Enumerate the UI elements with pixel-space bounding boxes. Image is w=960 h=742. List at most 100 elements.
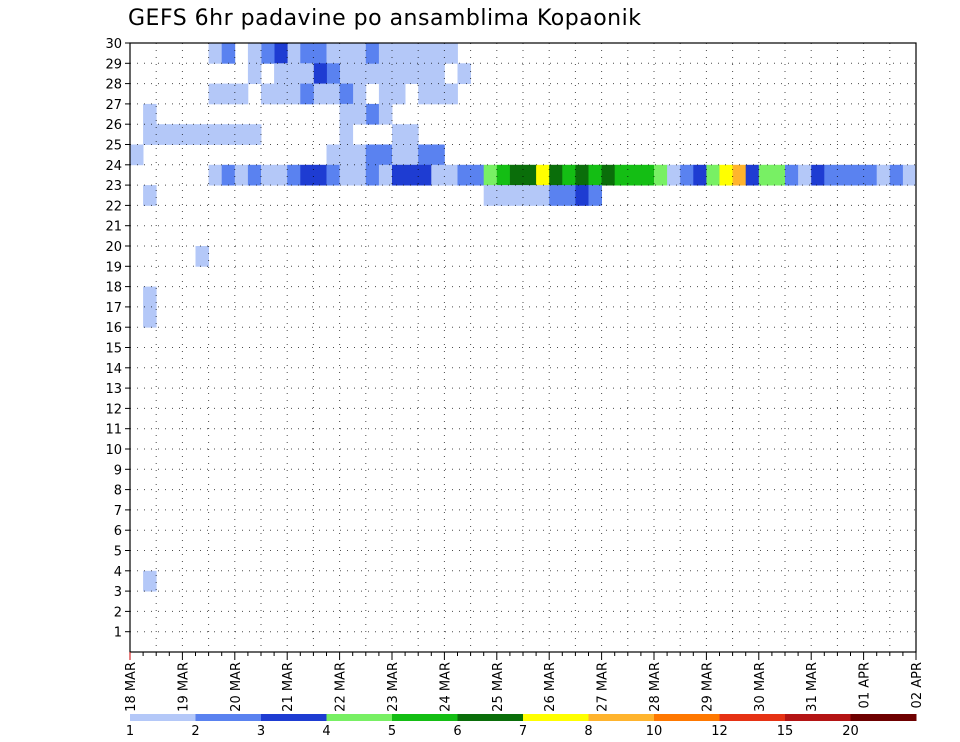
heatmap-cell bbox=[143, 124, 157, 145]
heatmap-cell bbox=[837, 164, 851, 186]
heatmap-cell bbox=[365, 144, 380, 166]
heatmap-cell bbox=[234, 124, 249, 145]
y-tick-label: 15 bbox=[105, 342, 122, 357]
x-axis: 18 MAR 19 MAR 20 MAR 21 MAR 22 MAR 23 MAR 24 M… bbox=[124, 652, 925, 712]
y-tick-label: 21 bbox=[105, 220, 122, 235]
heatmap-cell bbox=[588, 164, 602, 186]
y-axis: 1234567891011121314151617181920212223242… bbox=[105, 37, 130, 641]
heatmap-cell bbox=[431, 144, 445, 166]
heatmap-cell bbox=[261, 164, 275, 186]
heatmap-cell bbox=[208, 124, 223, 145]
y-tick-label: 1 bbox=[114, 626, 122, 641]
heatmap-cell bbox=[483, 185, 498, 206]
heatmap-cell bbox=[313, 43, 327, 64]
y-tick-label: 14 bbox=[105, 362, 122, 377]
heatmap-cell bbox=[457, 63, 471, 84]
heatmap-cell bbox=[378, 83, 393, 105]
x-tick-label: 01 APR bbox=[858, 662, 873, 708]
heatmap-cell bbox=[444, 164, 458, 186]
heatmap-cell bbox=[287, 63, 301, 84]
heatmap-cell bbox=[352, 103, 367, 125]
heatmap-cell bbox=[339, 83, 354, 105]
heatmap-cell bbox=[654, 164, 668, 186]
heatmap-cell bbox=[627, 164, 642, 186]
heatmap-cell bbox=[732, 164, 747, 186]
heatmap-cell bbox=[378, 103, 393, 125]
heatmap-cell bbox=[798, 164, 812, 186]
heatmap-cell bbox=[221, 124, 236, 145]
heatmap-cell bbox=[300, 63, 314, 84]
heatmap-cell bbox=[378, 63, 393, 84]
y-tick-label: 4 bbox=[114, 565, 122, 580]
heatmap-cell bbox=[326, 63, 340, 84]
heatmap-cell bbox=[523, 185, 537, 206]
heatmap-cell bbox=[719, 164, 733, 186]
heatmap-cell bbox=[876, 164, 891, 186]
heatmap-cell bbox=[169, 124, 183, 145]
x-tick-label: 28 MAR bbox=[648, 662, 663, 712]
colorbar-label: 2 bbox=[191, 724, 199, 739]
heatmap-cell bbox=[902, 164, 917, 186]
y-tick-label: 5 bbox=[114, 545, 122, 560]
y-tick-label: 22 bbox=[105, 199, 122, 214]
heatmap-cell bbox=[326, 164, 340, 186]
colorbar-label: 10 bbox=[646, 724, 663, 739]
y-tick-label: 11 bbox=[105, 423, 122, 438]
colorbar-label: 7 bbox=[519, 724, 527, 739]
y-tick-label: 3 bbox=[114, 585, 122, 600]
heatmap-cell bbox=[378, 144, 393, 166]
heatmap-cell bbox=[614, 164, 629, 186]
colorbar-swatch bbox=[523, 714, 589, 721]
x-tick-label: 27 MAR bbox=[596, 662, 611, 712]
cells-layer bbox=[130, 43, 917, 592]
x-tick-label: 24 MAR bbox=[438, 662, 453, 712]
heatmap-cell bbox=[143, 185, 157, 206]
colorbar-swatch bbox=[130, 714, 196, 721]
x-tick-label: 22 MAR bbox=[334, 662, 349, 712]
heatmap-cell bbox=[156, 124, 170, 145]
heatmap-cell bbox=[575, 185, 589, 206]
heatmap-cell bbox=[405, 124, 419, 145]
heatmap-cell bbox=[562, 164, 576, 186]
heatmap-cell bbox=[143, 103, 157, 125]
heatmap-cell bbox=[588, 185, 602, 206]
heatmap-cell bbox=[274, 83, 288, 105]
heatmap-cell bbox=[208, 164, 223, 186]
heatmap-cell bbox=[405, 164, 419, 186]
x-tick-label: 20 MAR bbox=[229, 662, 244, 712]
x-tick-label: 26 MAR bbox=[543, 662, 558, 712]
heatmap-cell bbox=[208, 83, 223, 105]
heatmap-cell bbox=[470, 164, 485, 186]
heatmap-cell bbox=[287, 43, 301, 64]
heatmap-cell bbox=[234, 164, 249, 186]
heatmap-cell bbox=[824, 164, 838, 186]
heatmap-cell bbox=[313, 83, 327, 105]
colorbar: 1 2 3 4 5 6 7 8 10 12 15 20 bbox=[126, 714, 917, 739]
y-tick-label: 9 bbox=[114, 463, 122, 478]
heatmap-cell bbox=[339, 43, 354, 64]
x-tick-label: 29 MAR bbox=[700, 662, 715, 712]
y-tick-label: 18 bbox=[105, 281, 122, 296]
heatmap-cell bbox=[863, 164, 878, 186]
heatmap-cell bbox=[326, 43, 340, 64]
heatmap-cell bbox=[496, 164, 511, 186]
y-tick-label: 24 bbox=[105, 159, 122, 174]
heatmap-cell bbox=[457, 164, 471, 186]
heatmap-cell bbox=[771, 164, 786, 186]
heatmap-cell bbox=[221, 164, 236, 186]
x-tick-label: 02 APR bbox=[910, 662, 925, 708]
heatmap-cell bbox=[850, 164, 864, 186]
heatmap-cell bbox=[143, 306, 157, 328]
heatmap-cell bbox=[195, 246, 209, 267]
heatmap-cell bbox=[247, 164, 262, 186]
heatmap-cell bbox=[392, 83, 406, 105]
y-tick-label: 23 bbox=[105, 179, 122, 194]
heatmap-cell bbox=[352, 164, 367, 186]
heatmap-cell bbox=[143, 570, 157, 592]
heatmap-cell bbox=[405, 43, 419, 64]
heatmap-cell bbox=[339, 103, 354, 125]
heatmap-cell bbox=[378, 43, 393, 64]
heatmap-cell bbox=[326, 83, 340, 105]
heatmap-cell bbox=[274, 63, 288, 84]
heatmap-cell bbox=[680, 164, 694, 186]
